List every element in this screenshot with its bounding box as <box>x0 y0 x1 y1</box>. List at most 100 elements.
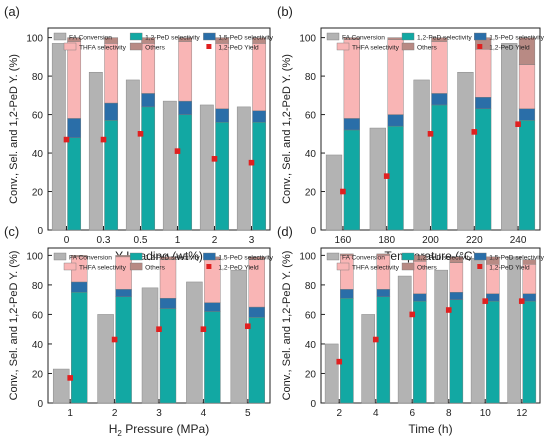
legend-yield: 1,2-PeD Yield <box>206 44 259 52</box>
pd12-selectivity-bar <box>518 120 536 231</box>
legend-swatch <box>401 42 415 51</box>
legend-swatch <box>477 44 483 49</box>
legend-fa-conversion: FA Conversion <box>53 252 112 262</box>
legend-label: 1,2-PeD selectivity <box>417 35 472 42</box>
pd12-selectivity-bar <box>248 317 265 404</box>
yield-marker <box>471 129 478 135</box>
y-tick-label: 40 <box>32 340 44 351</box>
pd15-selectivity-bar <box>67 118 82 138</box>
legend-swatch <box>336 42 350 51</box>
legend-swatch <box>129 252 143 261</box>
pd15-selectivity-bar <box>104 102 119 121</box>
legend-swatch <box>129 32 143 41</box>
yield-marker <box>200 326 207 332</box>
legend-swatch <box>203 252 216 261</box>
x-tick-label: 0 <box>64 235 70 246</box>
legend-label: 1,2-PeD Yield <box>218 45 259 52</box>
conversion-bar <box>507 256 521 404</box>
yield-marker <box>67 375 73 381</box>
pd12-selectivity-bar <box>252 122 267 231</box>
y-axis-label: Conv., Sel. and 1,2-PeD Y. (%) <box>281 251 293 401</box>
conversion-bar <box>88 71 103 231</box>
legend-yield: 1,2-PeD Yield <box>206 264 259 272</box>
pd15-selectivity-bar <box>522 293 537 302</box>
conversion-bar <box>413 79 430 231</box>
pd12-selectivity-bar <box>67 137 82 231</box>
plot-frame <box>320 247 541 404</box>
y-tick-label: 0 <box>310 399 316 410</box>
legend-label: 1,2-PeD Yield <box>489 45 530 52</box>
y-tick-label: 20 <box>305 188 317 199</box>
panel-label: (b) <box>277 4 293 19</box>
panel-label: (c) <box>4 224 19 239</box>
thfa-selectivity-bar <box>67 41 82 119</box>
legend-fa-conversion: FA Conversion <box>53 32 112 42</box>
legend-fa-conversion: FA Conversion <box>326 252 385 262</box>
legend-swatch <box>203 32 216 41</box>
yield-marker <box>156 326 162 332</box>
conversion-bar <box>97 314 114 404</box>
pd15-selectivity-bar <box>115 289 132 297</box>
legend-label: Others <box>145 265 165 272</box>
pd15-selectivity-bar <box>252 110 267 123</box>
y-tick-label: 60 <box>32 111 44 122</box>
y-tick-label: 60 <box>305 310 317 321</box>
legend-label: FA Conversion <box>342 255 385 262</box>
pd12-selectivity-bar <box>141 106 156 231</box>
pd12-selectivity-bar <box>115 296 132 404</box>
pd12-selectivity-bar <box>486 300 500 404</box>
conversion-bar <box>186 281 203 404</box>
pd15-selectivity-bar <box>204 302 221 312</box>
others-bar <box>178 37 193 42</box>
legend-thfa-selectivity: THFA selectivity <box>336 262 400 272</box>
legend-thfa-selectivity: THFA selectivity <box>63 262 127 272</box>
legend-thfa-selectivity: THFA selectivity <box>63 42 127 52</box>
thfa-selectivity-bar <box>518 64 536 110</box>
x-tick-label: 4 <box>201 408 207 419</box>
y-tick-label: 100 <box>299 251 316 262</box>
pd15-selectivity-bar <box>431 93 448 106</box>
x-tick-label: 2 <box>112 408 118 419</box>
legend-swatch <box>401 252 415 261</box>
legend-yield: 1,2-PeD Yield <box>477 44 530 52</box>
legend: FA Conversion 1,2-PeD selectivity 1,5-PeD … <box>326 32 545 52</box>
y-tick-label: 0 <box>310 226 316 237</box>
conversion-bar <box>125 79 140 231</box>
legend-label: 1,2-PeD Yield <box>489 265 530 272</box>
pd15-selectivity-bar <box>141 93 156 108</box>
pd15-selectivity-bar <box>178 100 193 115</box>
conversion-bar <box>324 343 339 404</box>
y-axis-label: Conv., Sel. and 1,2-PeD Y. (%) <box>8 251 20 401</box>
legend: FA Conversion 1,2-PeD selectivity 1,5-PeD … <box>53 252 274 272</box>
legend-label: 1,5-PeD selectivity <box>489 255 544 262</box>
yield-marker <box>409 311 416 318</box>
legend-pd12-selectivity: 1,2-PeD selectivity <box>401 252 472 262</box>
legend-swatch <box>326 32 340 41</box>
thfa-selectivity-bar <box>449 262 464 293</box>
legend-label: 1,2-PeD Yield <box>218 265 259 272</box>
others-bar <box>115 255 132 258</box>
legend-swatch <box>401 262 415 271</box>
others-bar <box>343 37 360 40</box>
legend-label: FA Conversion <box>342 35 385 42</box>
legend-label: 1,2-PeD selectivity <box>145 255 200 262</box>
legend-swatch <box>63 42 77 51</box>
y-tick-label: 80 <box>305 281 317 292</box>
legend-label: 1,5-PeD selectivity <box>218 255 273 262</box>
conversion-bar <box>470 258 485 404</box>
x-tick-label: 6 <box>409 408 415 419</box>
pd15-selectivity-bar <box>215 108 230 123</box>
yield-marker <box>111 336 118 343</box>
legend-others: Others <box>129 42 166 52</box>
thfa-selectivity-bar <box>252 43 267 111</box>
legend-pd15-selectivity: 1,5-PeD selectivity <box>203 32 274 42</box>
x-axis-label: H2 Pressure (MPa) <box>109 422 209 438</box>
pd12-selectivity-bar <box>178 114 193 231</box>
legend-swatch <box>474 252 487 261</box>
legend-label: 1,5-PeD selectivity <box>489 35 544 42</box>
panel-b: 0 20 40 60 80 100 Conv., Sel. and 1,2-PeD Y. (… <box>277 4 545 263</box>
conversion-bar <box>141 287 159 404</box>
y-tick-label: 0 <box>37 226 43 237</box>
